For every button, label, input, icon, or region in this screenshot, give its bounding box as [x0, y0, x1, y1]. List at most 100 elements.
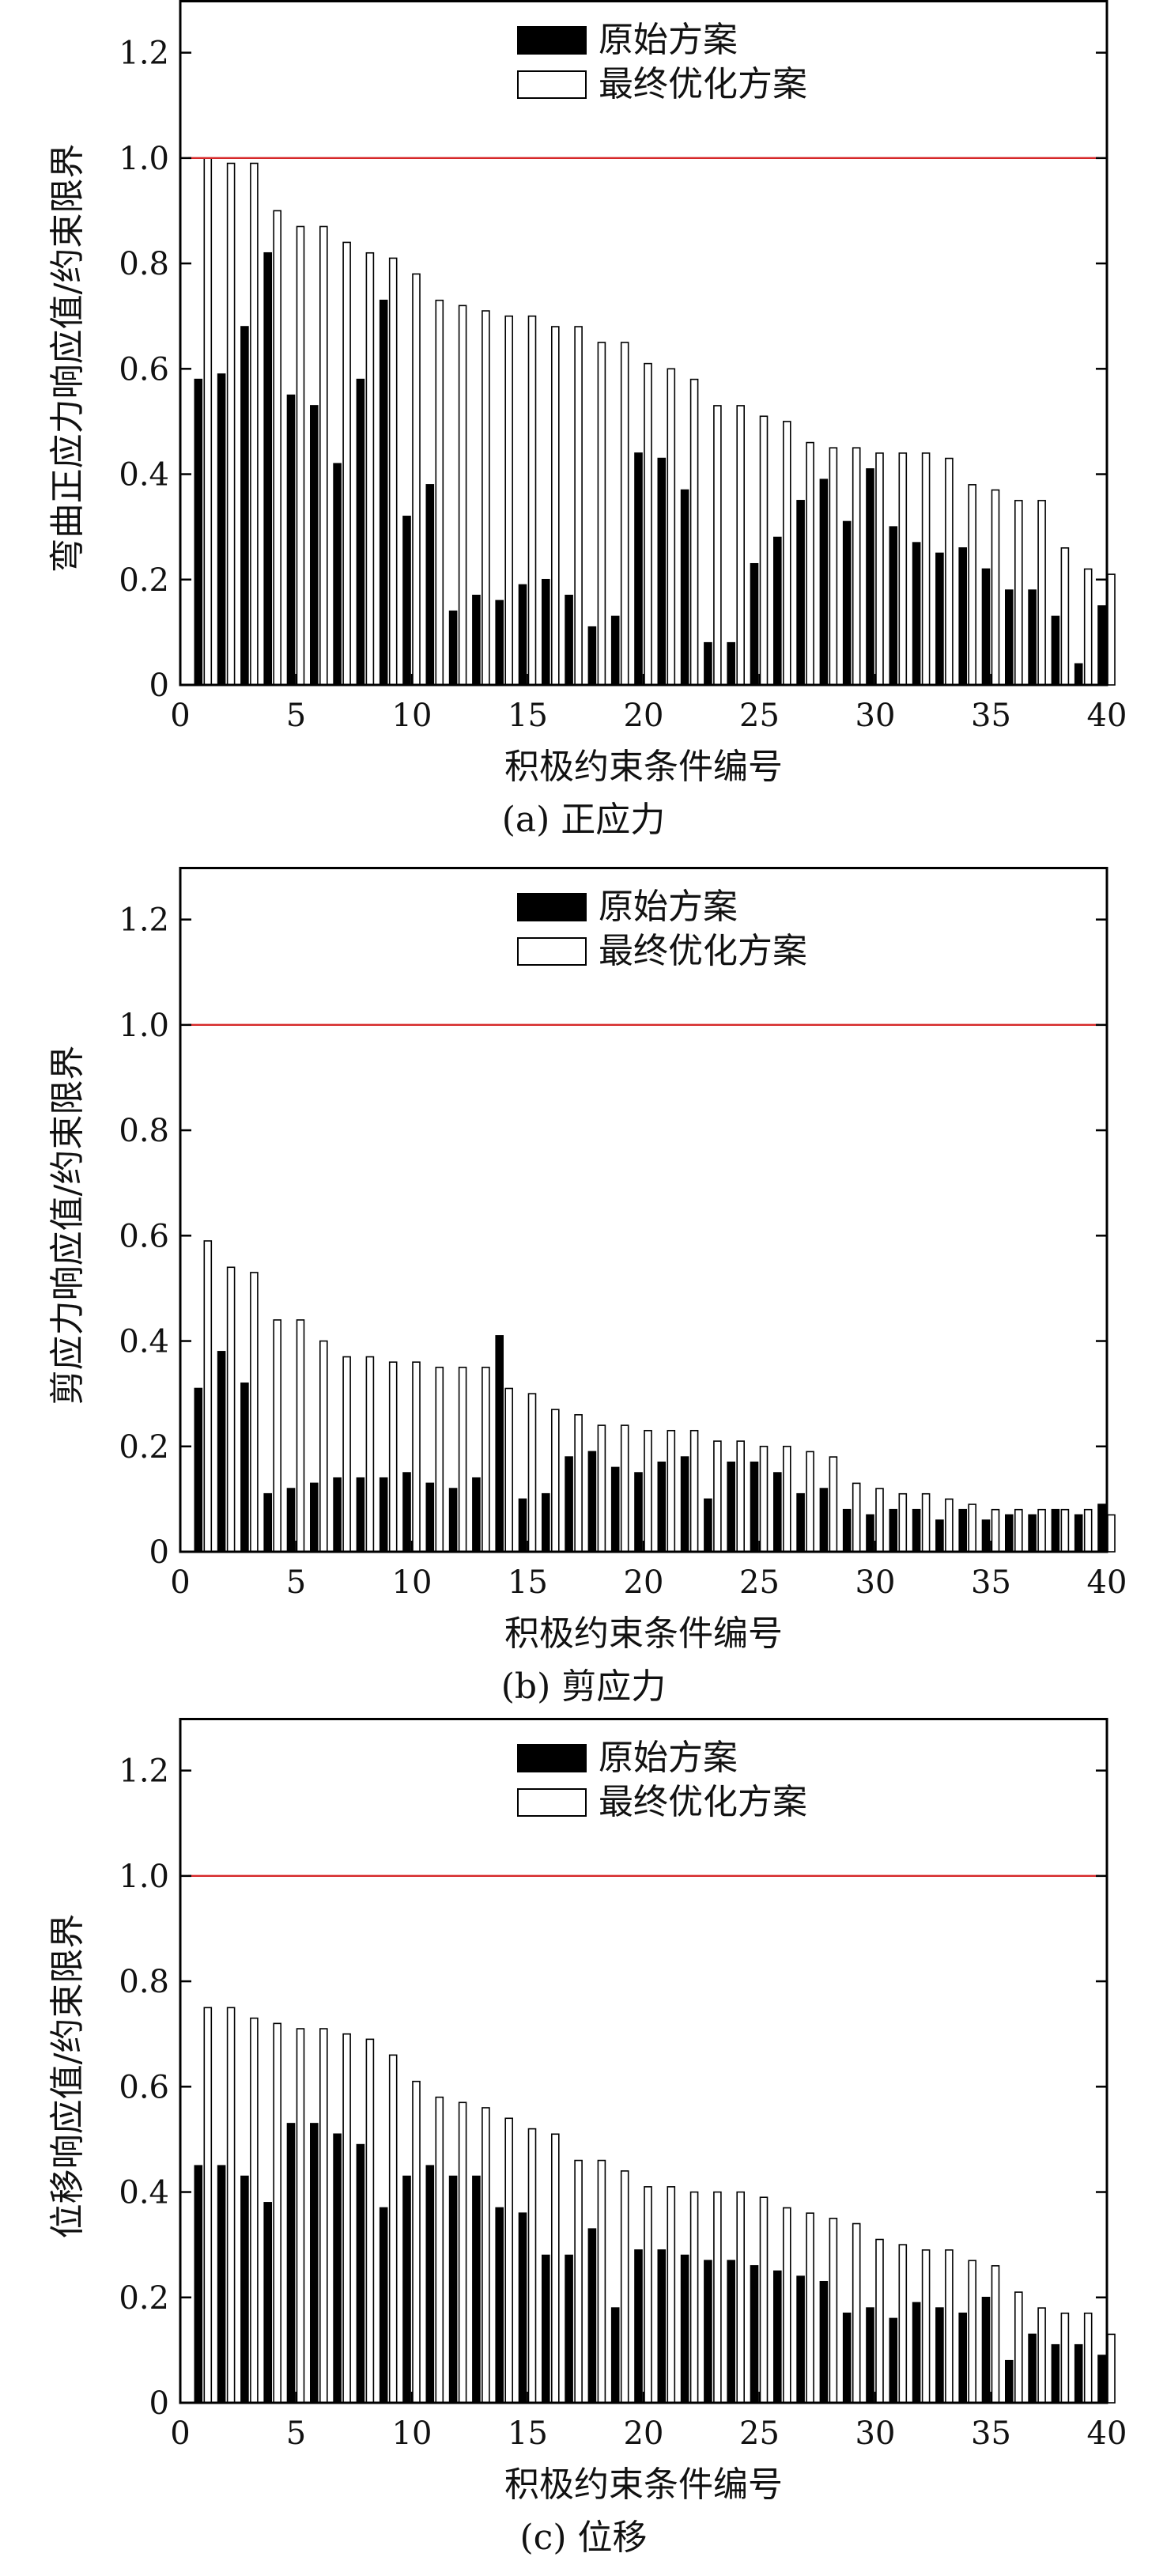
bar-optimized-34: [968, 2260, 976, 2404]
y-tick-label: 0.4: [119, 1324, 169, 1360]
bar-optimized-8: [365, 252, 375, 686]
bar-original-33: [935, 1519, 944, 1553]
y-tick-label: 0.8: [119, 246, 169, 282]
bar-original-22: [680, 489, 689, 686]
bar-original-9: [379, 299, 388, 686]
bar-optimized-21: [667, 368, 676, 686]
bar-original-27: [796, 1492, 805, 1553]
bar-optimized-39: [1083, 1508, 1093, 1553]
x-axis-label: 积极约束条件编号: [504, 747, 783, 787]
bar-original-32: [912, 1508, 921, 1553]
bar-optimized-8: [365, 1356, 375, 1553]
bar-original-40: [1097, 605, 1106, 686]
bar-optimized-26: [782, 2207, 791, 2404]
x-tick-label: 15: [508, 2415, 548, 2452]
y-tick-label: 0.2: [119, 1429, 169, 1466]
bar-original-38: [1051, 1508, 1060, 1553]
bar-optimized-9: [388, 257, 398, 686]
bar-original-13: [472, 2175, 481, 2404]
bar-optimized-32: [921, 2249, 931, 2404]
y-axis-label: 弯曲正应力响应值/约束限界: [47, 144, 88, 573]
bar-optimized-11: [435, 1367, 444, 1553]
bar-optimized-31: [898, 1492, 908, 1553]
x-tick-label: 0: [170, 2415, 190, 2452]
bar-optimized-14: [504, 315, 514, 686]
bar-optimized-1: [203, 157, 213, 686]
bar-original-3: [240, 1383, 249, 1553]
bar-original-17: [565, 2254, 573, 2404]
bar-original-26: [772, 1472, 782, 1553]
bar-original-2: [217, 2165, 226, 2404]
bar-optimized-18: [597, 1424, 606, 1553]
bar-optimized-29: [852, 1482, 861, 1553]
bar-original-23: [704, 641, 712, 686]
bar-optimized-24: [736, 405, 746, 686]
bar-optimized-19: [620, 1424, 629, 1553]
bar-original-17: [565, 1456, 573, 1553]
bar-original-26: [772, 2270, 782, 2404]
bar-original-38: [1051, 615, 1060, 686]
bar-optimized-22: [689, 2191, 699, 2404]
y-tick-label: 1.2: [119, 902, 169, 939]
bar-original-23: [704, 1498, 712, 1553]
bar-optimized-4: [273, 1319, 282, 1553]
y-tick-label: 1.2: [119, 1753, 169, 1790]
bar-original-13: [472, 1477, 481, 1553]
bar-original-27: [796, 500, 805, 686]
y-tick-label: 0.6: [119, 1218, 169, 1254]
y-tick-label: 0.6: [119, 2069, 169, 2105]
bar-optimized-5: [296, 1319, 305, 1553]
bar-optimized-23: [713, 405, 722, 686]
bar-optimized-4: [273, 210, 282, 686]
bar-optimized-17: [574, 326, 583, 686]
bar-original-16: [541, 2254, 550, 2404]
bar-optimized-13: [482, 310, 490, 686]
bar-original-18: [587, 1451, 597, 1553]
bar-original-31: [889, 1508, 898, 1553]
y-axis-label: 位移响应值/约束限界: [47, 1914, 88, 2239]
x-tick-label: 20: [624, 1564, 664, 1601]
bar-optimized-32: [921, 452, 931, 686]
x-tick-label: 40: [1087, 2415, 1127, 2452]
bar-optimized-37: [1037, 2307, 1046, 2404]
bar-optimized-30: [875, 2238, 884, 2404]
bar-optimized-19: [620, 2170, 629, 2404]
x-tick-label: 20: [624, 2415, 664, 2452]
bar-original-4: [263, 252, 273, 686]
bar-original-31: [889, 526, 898, 686]
bar-original-15: [518, 1498, 527, 1553]
bar-original-14: [495, 1335, 504, 1553]
bar-optimized-5: [296, 225, 305, 686]
bar-optimized-9: [388, 1361, 398, 1553]
bar-original-36: [1005, 589, 1014, 686]
bar-original-1: [194, 1387, 203, 1553]
bar-optimized-2: [226, 2007, 236, 2404]
bar-optimized-37: [1037, 500, 1046, 686]
bar-optimized-31: [898, 2244, 908, 2404]
bar-original-36: [1005, 2359, 1014, 2404]
y-tick-label: 0.6: [119, 351, 169, 388]
bar-optimized-24: [736, 2191, 746, 2404]
bar-optimized-14: [504, 1387, 514, 1553]
bar-optimized-29: [852, 447, 861, 686]
bar-optimized-2: [226, 162, 236, 686]
bar-original-6: [309, 2123, 319, 2404]
x-tick-label: 5: [286, 2415, 306, 2452]
bar-original-7: [333, 463, 342, 686]
bar-original-34: [958, 547, 967, 686]
bar-optimized-20: [644, 1429, 652, 1553]
bar-original-16: [541, 1492, 550, 1553]
bar-optimized-3: [250, 2017, 259, 2404]
bar-original-6: [309, 1482, 319, 1553]
bar-original-32: [912, 2302, 921, 2404]
bar-optimized-37: [1037, 1508, 1046, 1553]
bar-original-5: [286, 2123, 296, 2404]
legend-label-2: 最终优化方案: [599, 64, 807, 104]
bar-optimized-16: [550, 2133, 560, 2404]
legend-label-1: 原始方案: [599, 887, 738, 927]
x-tick-label: 40: [1087, 1564, 1127, 1601]
chart-caption-b: (b) 剪应力: [500, 1666, 667, 1707]
bar-original-23: [704, 2260, 712, 2404]
bar-original-34: [958, 2312, 967, 2404]
bar-optimized-10: [412, 1361, 421, 1553]
